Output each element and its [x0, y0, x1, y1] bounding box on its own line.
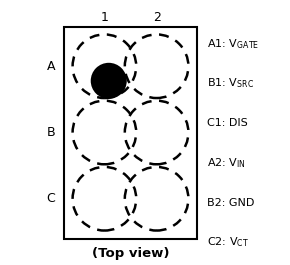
- Text: 1: 1: [100, 11, 108, 24]
- Text: C1: DIS: C1: DIS: [207, 118, 248, 128]
- Ellipse shape: [91, 63, 127, 99]
- Text: C: C: [46, 192, 55, 205]
- Bar: [64, 26, 197, 238]
- Text: (Top view): (Top view): [92, 247, 169, 260]
- Text: 2: 2: [153, 11, 161, 24]
- Text: B1: V$_{\mathregular{SRC}}$: B1: V$_{\mathregular{SRC}}$: [207, 77, 254, 90]
- Text: A1: V$_{\mathregular{GATE}}$: A1: V$_{\mathregular{GATE}}$: [207, 37, 260, 51]
- Text: B2: GND: B2: GND: [207, 198, 255, 208]
- Text: C2: V$_{\mathregular{CT}}$: C2: V$_{\mathregular{CT}}$: [207, 236, 249, 249]
- Text: A2: V$_{\mathregular{IN}}$: A2: V$_{\mathregular{IN}}$: [207, 156, 246, 170]
- Text: B: B: [46, 126, 55, 139]
- Text: A: A: [46, 60, 55, 73]
